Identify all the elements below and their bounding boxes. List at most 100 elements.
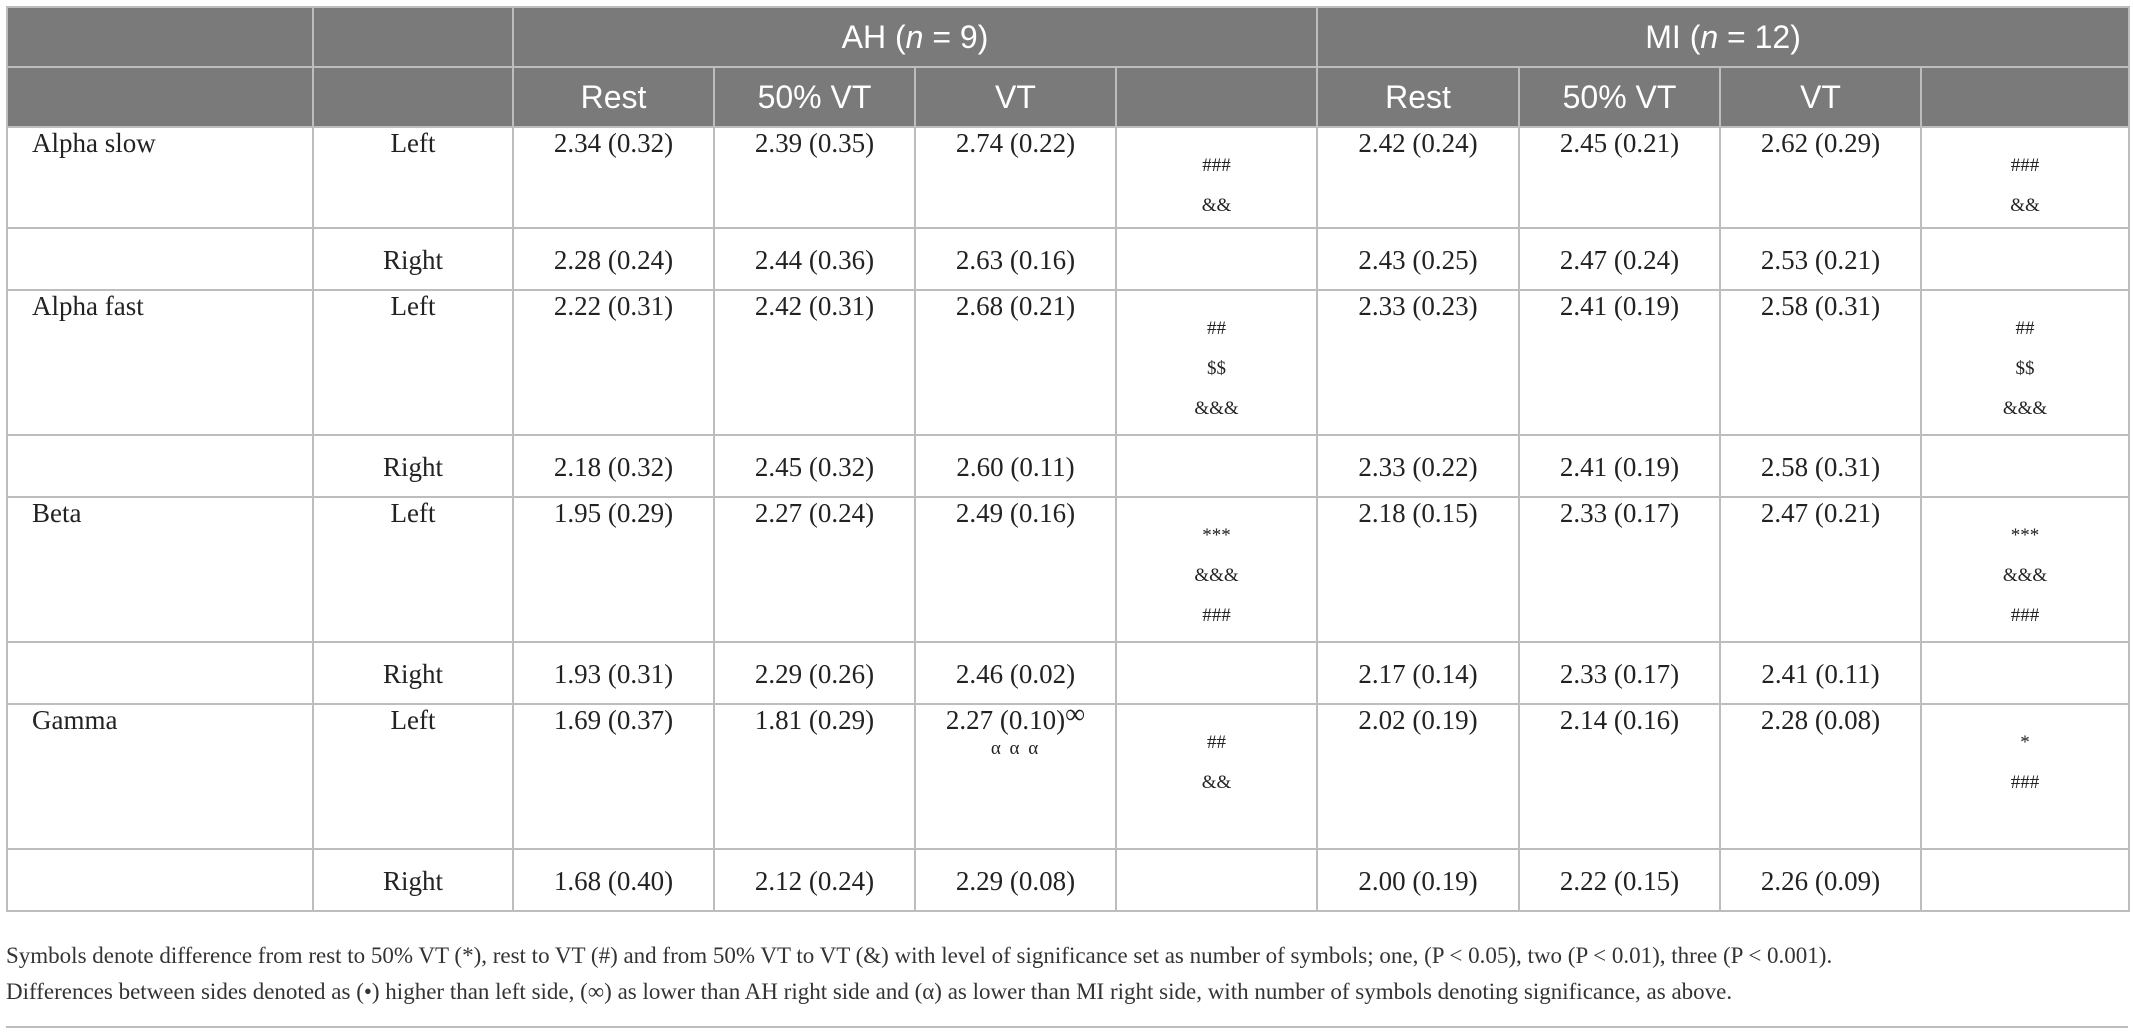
ah-rest-cell: 2.22 (0.31) <box>512 289 715 436</box>
ah-vt-value: 2.27 (0.10) <box>945 705 1066 735</box>
ah-rest-cell: 1.93 (0.31) <box>512 641 715 705</box>
mi-significance-cell: * ### <box>1920 703 2131 850</box>
side-label: Left <box>312 496 514 643</box>
mi-vt-cell: 2.62 (0.29) <box>1719 126 1923 229</box>
col-header-ah-vt: VT <box>914 66 1117 128</box>
band-label: Alpha fast <box>6 289 314 436</box>
band-label <box>6 434 314 498</box>
mi-vt-cell: 2.41 (0.11) <box>1719 641 1923 705</box>
mi-50vt-cell: 2.33 (0.17) <box>1518 641 1722 705</box>
mi-significance-cell: ## $$ &&& <box>1920 289 2131 436</box>
ah-vt-cell: 2.68 (0.21) <box>914 289 1117 436</box>
band-label: Beta <box>6 496 314 643</box>
mi-significance-cell <box>1920 227 2131 291</box>
band-label <box>6 848 314 912</box>
header-blank-side-2 <box>312 66 514 128</box>
ah-significance-cell: ## && <box>1114 703 1319 850</box>
mi-vt-cell: 2.58 (0.31) <box>1719 434 1923 498</box>
ah-rest-cell: 1.68 (0.40) <box>512 848 715 912</box>
footnote-line-2: Differences between sides denoted as (•)… <box>6 979 1733 1004</box>
col-header-mi-sig <box>1920 66 2131 128</box>
mi-significance-cell <box>1920 434 2131 498</box>
ah-rest-cell: 1.69 (0.37) <box>512 703 715 850</box>
footnote-line-1: Symbols denote difference from rest to 5… <box>6 943 1833 968</box>
ah-50vt-cell: 2.45 (0.32) <box>713 434 916 498</box>
mi-vt-cell: 2.53 (0.21) <box>1719 227 1923 291</box>
table-row: Right 1.68 (0.40) 2.12 (0.24) 2.29 (0.08… <box>6 848 2131 912</box>
table-row: Beta Left 1.95 (0.29) 2.27 (0.24) 2.49 (… <box>6 496 2131 643</box>
mi-50vt-cell: 2.33 (0.17) <box>1518 496 1722 643</box>
ah-50vt-cell: 2.29 (0.26) <box>713 641 916 705</box>
ah-50vt-cell: 2.12 (0.24) <box>713 848 916 912</box>
ah-50vt-cell: 2.39 (0.35) <box>713 126 916 229</box>
mi-vt-cell: 2.58 (0.31) <box>1719 289 1923 436</box>
ah-vt-cell: 2.63 (0.16) <box>914 227 1117 291</box>
ah-vt-cell: 2.49 (0.16) <box>914 496 1117 643</box>
mi-rest-cell: 2.17 (0.14) <box>1316 641 1521 705</box>
ah-significance-cell: *** &&& ### <box>1114 496 1319 643</box>
side-label: Right <box>312 227 514 291</box>
band-label <box>6 227 314 291</box>
ah-50vt-cell: 2.27 (0.24) <box>713 496 916 643</box>
side-label: Left <box>312 126 514 229</box>
ah-vt-cell: 2.29 (0.08) <box>914 848 1117 912</box>
mi-vt-cell: 2.26 (0.09) <box>1719 848 1923 912</box>
mi-rest-cell: 2.00 (0.19) <box>1316 848 1521 912</box>
ah-group-header: AH (n = 9) <box>511 6 1319 68</box>
infinity-mark: ∞ <box>1065 699 1086 730</box>
side-label: Left <box>312 703 514 850</box>
mi-50vt-cell: 2.45 (0.21) <box>1518 126 1722 229</box>
mi-significance-cell <box>1920 848 2131 912</box>
ah-vt-cell: 2.60 (0.11) <box>914 434 1117 498</box>
mi-significance-cell: *** &&& ### <box>1920 496 2131 643</box>
header-blank-side <box>312 6 514 68</box>
mi-50vt-cell: 2.14 (0.16) <box>1518 703 1722 850</box>
mi-50vt-cell: 2.41 (0.19) <box>1518 289 1722 436</box>
ah-significance-cell <box>1114 434 1319 498</box>
table-row: Gamma Left 1.69 (0.37) 1.81 (0.29) 2.27 … <box>6 700 2131 850</box>
mi-significance-cell: ### && <box>1920 126 2131 229</box>
ah-50vt-cell: 1.81 (0.29) <box>713 703 916 850</box>
mi-rest-cell: 2.33 (0.23) <box>1316 289 1521 436</box>
group-header-row: AH (n = 9) MI (n = 12) <box>6 6 2131 68</box>
ah-significance-cell <box>1114 848 1319 912</box>
ah-rest-cell: 2.18 (0.32) <box>512 434 715 498</box>
band-label: Alpha slow <box>6 126 314 229</box>
mi-50vt-cell: 2.41 (0.19) <box>1518 434 1722 498</box>
alpha-mark: α α α <box>990 738 1041 759</box>
table-row: Right 2.18 (0.32) 2.45 (0.32) 2.60 (0.11… <box>6 434 2131 498</box>
side-label: Left <box>312 289 514 436</box>
ah-50vt-cell: 2.44 (0.36) <box>713 227 916 291</box>
mi-rest-cell: 2.42 (0.24) <box>1316 126 1521 229</box>
table-row: Alpha fast Left 2.22 (0.31) 2.42 (0.31) … <box>6 289 2131 436</box>
table-footnote: Symbols denote difference from rest to 5… <box>6 938 2126 1010</box>
band-label <box>6 641 314 705</box>
mi-vt-cell: 2.47 (0.21) <box>1719 496 1923 643</box>
mi-group-header: MI (n = 12) <box>1316 6 2131 68</box>
table-row: Right 1.93 (0.31) 2.29 (0.26) 2.46 (0.02… <box>6 641 2131 705</box>
ah-vt-cell: 2.46 (0.02) <box>914 641 1117 705</box>
band-label: Gamma <box>6 703 314 850</box>
table-row: Alpha slow Left 2.34 (0.32) 2.39 (0.35) … <box>6 126 2131 229</box>
mi-50vt-cell: 2.22 (0.15) <box>1518 848 1722 912</box>
mi-vt-cell: 2.28 (0.08) <box>1719 703 1923 850</box>
side-label: Right <box>312 641 514 705</box>
bottom-divider <box>6 1026 2128 1028</box>
mi-significance-cell <box>1920 641 2131 705</box>
col-header-mi-rest: Rest <box>1316 66 1521 128</box>
mi-50vt-cell: 2.47 (0.24) <box>1518 227 1722 291</box>
ah-vt-cell: 2.27 (0.10)∞ α α α <box>914 700 1117 850</box>
mi-rest-cell: 2.02 (0.19) <box>1316 703 1521 850</box>
ah-significance-cell: ## $$ &&& <box>1114 289 1319 436</box>
ah-rest-cell: 2.34 (0.32) <box>512 126 715 229</box>
col-header-mi-50vt: 50% VT <box>1518 66 1722 128</box>
mi-rest-cell: 2.33 (0.22) <box>1316 434 1521 498</box>
ah-significance-cell <box>1114 641 1319 705</box>
table-row: Right 2.28 (0.24) 2.44 (0.36) 2.63 (0.16… <box>6 227 2131 291</box>
header-blank-band <box>6 6 314 68</box>
col-header-ah-rest: Rest <box>512 66 715 128</box>
ah-rest-cell: 1.95 (0.29) <box>512 496 715 643</box>
ah-rest-cell: 2.28 (0.24) <box>512 227 715 291</box>
side-label: Right <box>312 434 514 498</box>
ah-vt-cell: 2.74 (0.22) <box>914 126 1117 229</box>
